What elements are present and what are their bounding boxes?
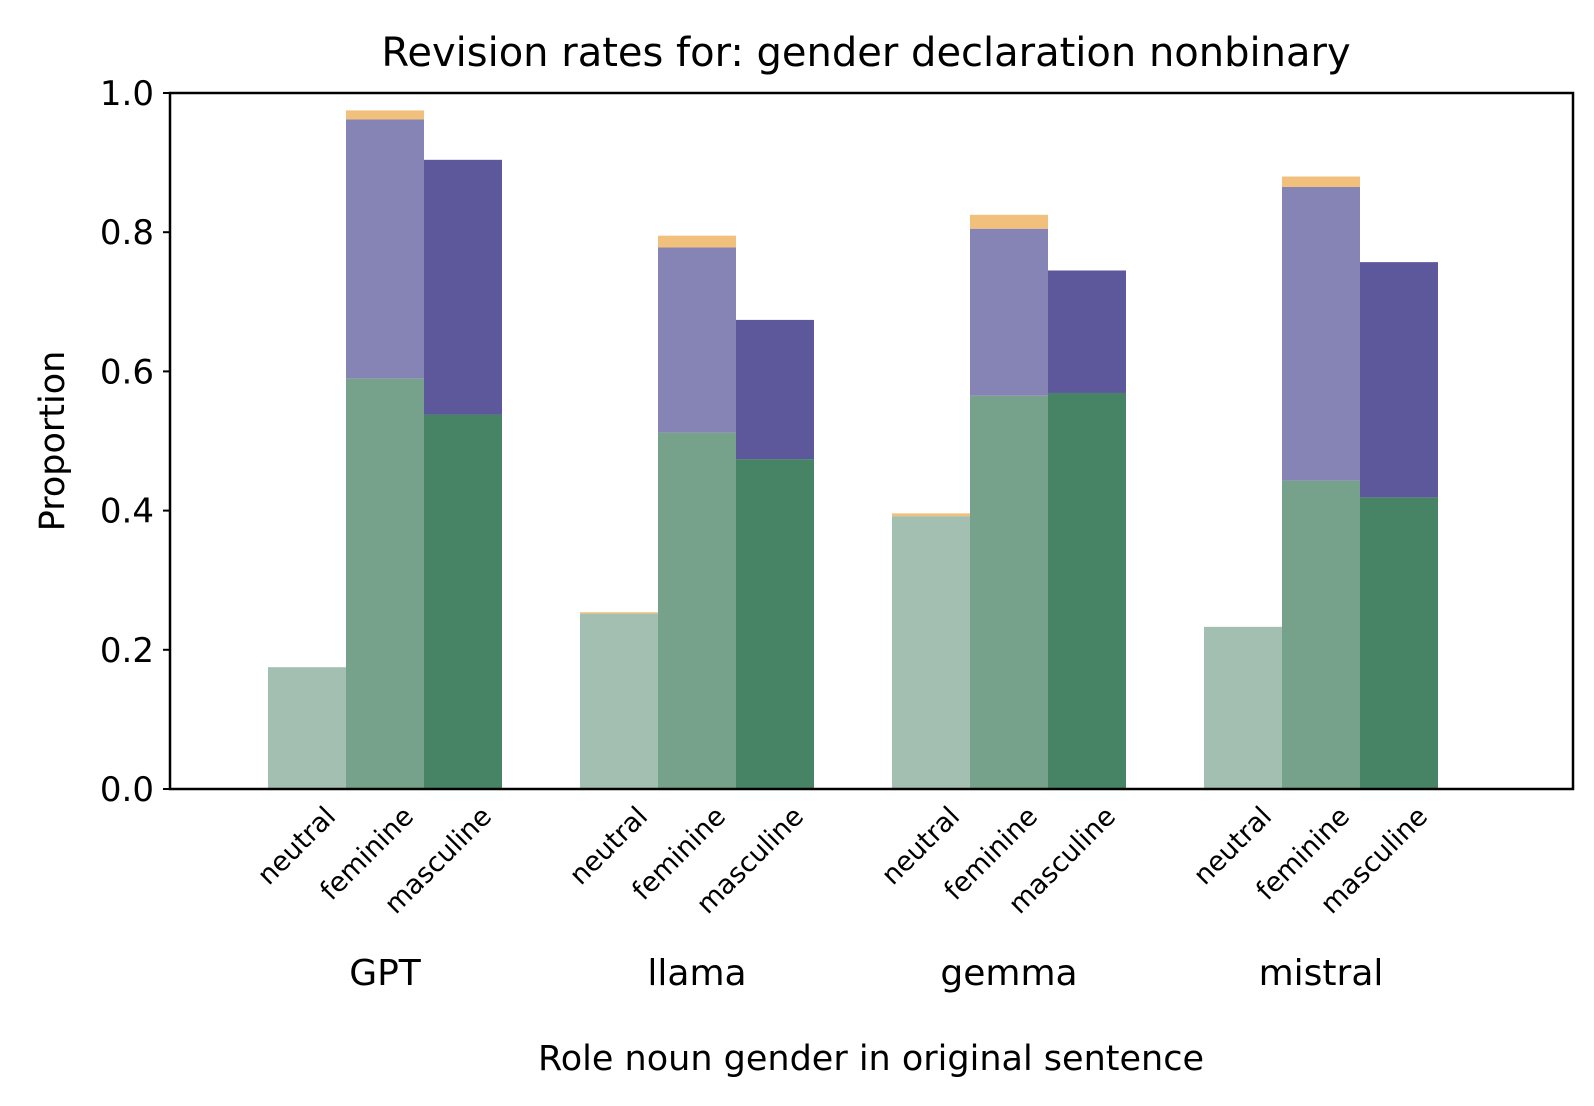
bar-gemma-feminine-green	[970, 395, 1048, 789]
bar-gemma-neutral-orange	[892, 513, 970, 517]
y-tick-label: 1.0	[100, 74, 154, 114]
bar-gemma-masculine-green	[1048, 392, 1126, 789]
bar-llama-masculine-green	[736, 459, 814, 789]
y-tick-label: 0.2	[100, 631, 154, 671]
chart-title: Revision rates for: gender declaration n…	[381, 30, 1350, 76]
bar-gemma-feminine-orange	[970, 214, 1048, 229]
bar-llama-neutral-green	[580, 613, 658, 789]
plot-frame	[168, 91, 1575, 791]
bar-mistral-feminine-orange	[1282, 176, 1360, 187]
bar-mistral-masculine-purple	[1360, 262, 1438, 498]
bar-gpt-feminine-purple	[346, 119, 424, 379]
y-tick-label: 0.4	[100, 492, 154, 532]
bar-gpt-feminine-orange	[346, 110, 424, 120]
bar-gpt-feminine-green	[346, 378, 424, 789]
bar-gpt-neutral-green	[268, 667, 346, 789]
bar-llama-neutral-orange	[580, 612, 658, 614]
group-label: mistral	[1259, 953, 1384, 994]
bar-mistral-feminine-purple	[1282, 186, 1360, 481]
bar-llama-feminine-purple	[658, 247, 736, 433]
bar-llama-feminine-green	[658, 432, 736, 789]
x-axis-label: Role noun gender in original sentence	[538, 1039, 1204, 1079]
x-axis-labels: neutralfemininemasculineGPTneutralfemini…	[252, 801, 1434, 994]
y-tick-label: 0.0	[100, 770, 154, 810]
group-label: llama	[647, 953, 746, 994]
group-label: gemma	[940, 953, 1077, 994]
bar-llama-masculine-purple	[736, 319, 814, 460]
bar-gemma-neutral-green	[892, 516, 970, 789]
bar-gemma-feminine-purple	[970, 228, 1048, 396]
bar-mistral-neutral-green	[1204, 626, 1282, 789]
bar-gpt-masculine-purple	[424, 159, 502, 415]
bar-gpt-masculine-green	[424, 414, 502, 789]
y-tick-label: 0.6	[100, 352, 154, 392]
y-tick-label: 0.8	[100, 213, 154, 253]
bars-layer	[268, 110, 1438, 789]
bar-llama-feminine-orange	[658, 235, 736, 248]
y-axis-ticks: 0.0 0.2 0.4 0.6 0.8 1.0	[100, 74, 170, 810]
bar-mistral-feminine-green	[1282, 480, 1360, 789]
group-label: GPT	[349, 953, 422, 994]
bar-mistral-masculine-green	[1360, 497, 1438, 789]
bar-gemma-masculine-purple	[1048, 270, 1126, 393]
y-axis-label: Proportion	[33, 351, 73, 532]
